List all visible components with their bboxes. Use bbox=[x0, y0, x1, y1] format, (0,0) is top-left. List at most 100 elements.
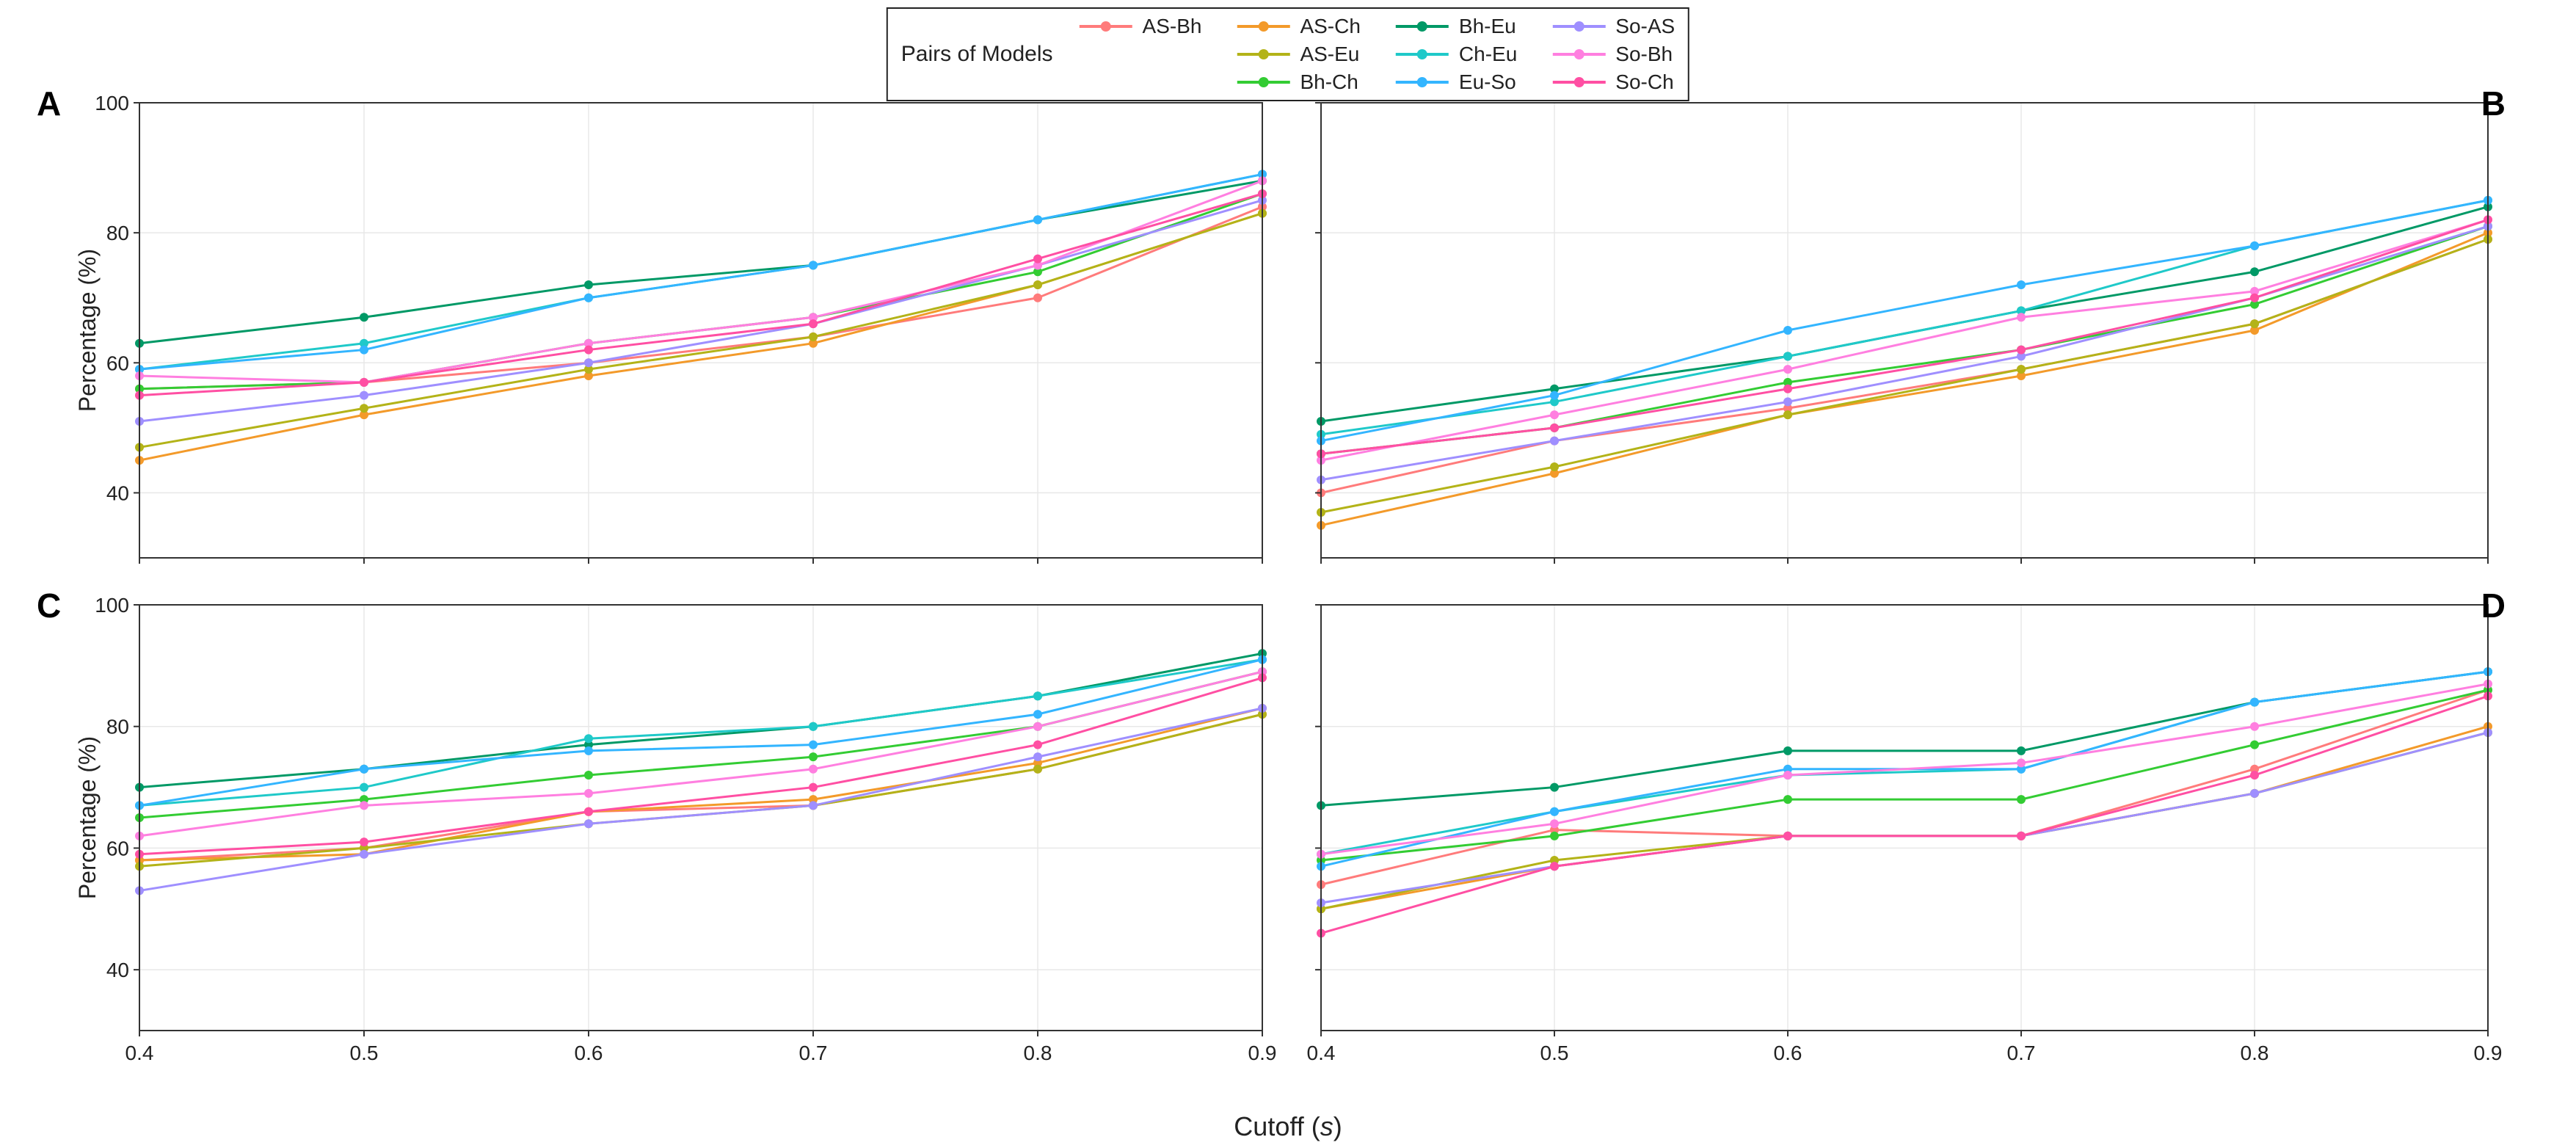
series-marker-AS-Eu bbox=[360, 404, 368, 413]
legend-item-AS-Ch: AS-Ch bbox=[1237, 15, 1360, 38]
series-marker-Bh-Eu bbox=[2017, 746, 2026, 755]
legend-columns: AS-BhAS-ChAS-EuBh-ChBh-EuCh-EuEu-SoSo-AS… bbox=[1080, 13, 1676, 95]
series-marker-Bh-Ch bbox=[809, 752, 818, 761]
svg-text:0.7: 0.7 bbox=[799, 1042, 828, 1064]
series-marker-So-AS bbox=[360, 391, 368, 400]
series-marker-Bh-Ch bbox=[1783, 795, 1792, 804]
series-marker-So-Ch bbox=[2250, 771, 2259, 780]
svg-text:0.6: 0.6 bbox=[575, 1042, 603, 1064]
series-marker-AS-Bh bbox=[1033, 294, 1042, 302]
series-marker-AS-Eu bbox=[1550, 462, 1559, 471]
series-marker-Eu-So bbox=[1783, 326, 1792, 335]
series-marker-So-Ch bbox=[1783, 832, 1792, 840]
x-axis-label: Cutoff (s) bbox=[1234, 1111, 1342, 1142]
svg-text:0.9: 0.9 bbox=[2474, 1042, 2503, 1064]
series-marker-Eu-So bbox=[584, 294, 593, 302]
series-marker-So-Ch bbox=[360, 838, 368, 846]
series-marker-AS-Eu bbox=[809, 333, 818, 341]
legend-swatch bbox=[1552, 81, 1605, 84]
series-marker-So-Bh bbox=[2017, 313, 2026, 321]
panel-tag-A: A bbox=[37, 84, 61, 123]
legend-label: So-Bh bbox=[1615, 43, 1673, 66]
series-marker-Eu-So bbox=[1033, 215, 1042, 224]
svg-text:60: 60 bbox=[106, 352, 129, 374]
legend-title: Pairs of Models bbox=[901, 42, 1053, 67]
series-marker-Eu-So bbox=[1033, 710, 1042, 719]
series-marker-So-Bh bbox=[1550, 819, 1559, 828]
legend-label: AS-Bh bbox=[1143, 15, 1202, 38]
legend-swatch bbox=[1237, 81, 1289, 84]
series-marker-So-Bh bbox=[1783, 365, 1792, 374]
svg-text:0.5: 0.5 bbox=[1540, 1042, 1569, 1064]
series-marker-Eu-So bbox=[1550, 807, 1559, 816]
series-marker-So-Bh bbox=[2250, 722, 2259, 731]
panel-tag-C: C bbox=[37, 586, 61, 625]
legend-label: Bh-Eu bbox=[1459, 15, 1516, 38]
series-marker-So-AS bbox=[1783, 397, 1792, 406]
series-marker-So-AS bbox=[2250, 789, 2259, 798]
series-marker-AS-Eu bbox=[1033, 280, 1042, 289]
series-marker-So-Bh bbox=[1550, 410, 1559, 419]
series-marker-Bh-Eu bbox=[1783, 746, 1792, 755]
figure-root: Pairs of Models AS-BhAS-ChAS-EuBh-ChBh-E… bbox=[0, 0, 2576, 1148]
series-marker-Eu-So bbox=[2017, 280, 2026, 289]
series-marker-Bh-Ch bbox=[2017, 795, 2026, 804]
series-marker-So-AS bbox=[584, 358, 593, 367]
series-marker-So-Bh bbox=[1033, 722, 1042, 731]
series-marker-Eu-So bbox=[2250, 241, 2259, 250]
panel-C: 4060801000.40.50.60.70.80.9Percentage (%… bbox=[73, 590, 1277, 1075]
series-marker-Ch-Eu bbox=[1033, 691, 1042, 700]
svg-text:0.9: 0.9 bbox=[1248, 1042, 1277, 1064]
panel-D: 0.40.50.60.70.80.9 bbox=[1299, 590, 2503, 1075]
x-axis-label-text: Cutoff ( bbox=[1234, 1111, 1320, 1141]
legend-swatch bbox=[1552, 53, 1605, 56]
legend-swatch bbox=[1396, 81, 1449, 84]
series-marker-So-Bh bbox=[1783, 771, 1792, 780]
series-marker-Bh-Eu bbox=[2250, 267, 2259, 276]
panel-B bbox=[1299, 88, 2503, 573]
series-marker-Bh-Ch bbox=[584, 771, 593, 780]
legend-item-So-Bh: So-Bh bbox=[1552, 43, 1675, 66]
svg-text:0.8: 0.8 bbox=[2241, 1042, 2269, 1064]
svg-text:0.4: 0.4 bbox=[1307, 1042, 1336, 1064]
svg-text:0.5: 0.5 bbox=[350, 1042, 379, 1064]
legend-swatch bbox=[1237, 53, 1289, 56]
series-marker-Bh-Eu bbox=[584, 280, 593, 289]
series-marker-AS-Eu bbox=[2017, 365, 2026, 374]
series-marker-Ch-Eu bbox=[1783, 352, 1792, 360]
series-marker-So-AS bbox=[360, 850, 368, 859]
legend-label: Ch-Eu bbox=[1459, 43, 1517, 66]
svg-text:Percentage (%): Percentage (%) bbox=[74, 736, 101, 899]
series-marker-Eu-So bbox=[1550, 391, 1559, 400]
legend: Pairs of Models AS-BhAS-ChAS-EuBh-ChBh-E… bbox=[887, 7, 1689, 101]
series-marker-So-Ch bbox=[584, 807, 593, 816]
series-marker-Ch-Eu bbox=[360, 783, 368, 792]
series-marker-Eu-So bbox=[360, 765, 368, 774]
series-marker-So-Ch bbox=[2250, 294, 2259, 302]
series-marker-So-AS bbox=[809, 801, 818, 810]
series-marker-Eu-So bbox=[809, 261, 818, 269]
series-marker-AS-Eu bbox=[1033, 765, 1042, 774]
svg-text:80: 80 bbox=[106, 716, 129, 738]
svg-text:Percentage (%): Percentage (%) bbox=[74, 249, 101, 412]
svg-text:40: 40 bbox=[106, 482, 129, 504]
series-marker-Eu-So bbox=[2250, 698, 2259, 707]
svg-text:0.4: 0.4 bbox=[125, 1042, 154, 1064]
x-axis-label-italic: s bbox=[1320, 1111, 1334, 1141]
series-marker-Ch-Eu bbox=[809, 722, 818, 731]
legend-swatch bbox=[1396, 25, 1449, 28]
series-marker-So-Ch bbox=[809, 319, 818, 328]
legend-item-So-AS: So-AS bbox=[1552, 15, 1675, 38]
legend-swatch bbox=[1552, 25, 1605, 28]
series-marker-So-AS bbox=[584, 819, 593, 828]
panel-tag-B: B bbox=[2481, 84, 2506, 123]
series-marker-Bh-Eu bbox=[360, 313, 368, 321]
svg-text:100: 100 bbox=[95, 92, 129, 115]
series-marker-So-AS bbox=[1033, 752, 1042, 761]
series-marker-So-Ch bbox=[1550, 862, 1559, 871]
panel-A: 406080100Percentage (%) bbox=[73, 88, 1277, 573]
series-marker-Ch-Eu bbox=[584, 734, 593, 743]
svg-text:40: 40 bbox=[106, 959, 129, 981]
legend-item-AS-Eu: AS-Eu bbox=[1237, 43, 1360, 66]
series-marker-AS-Eu bbox=[2250, 319, 2259, 328]
